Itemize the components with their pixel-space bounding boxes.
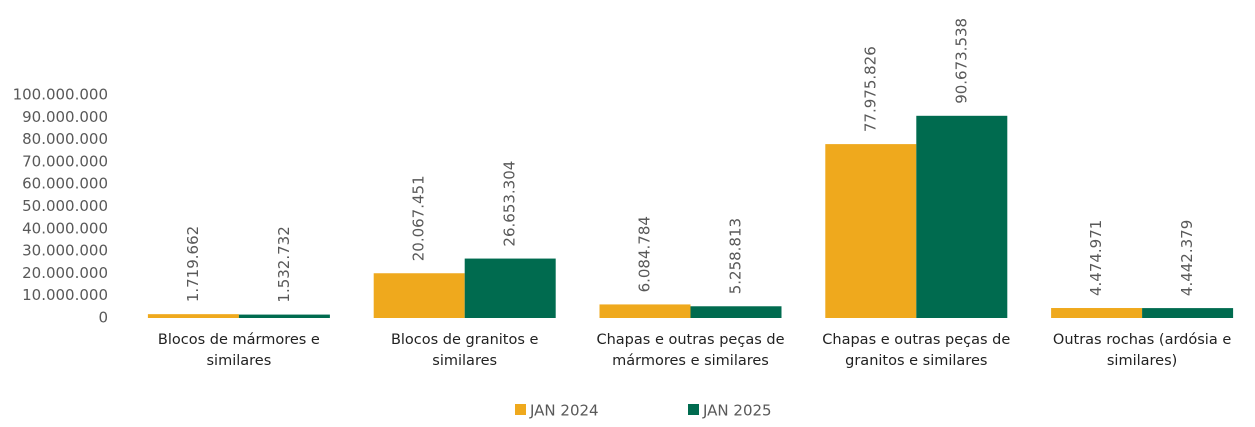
bar — [1142, 308, 1234, 318]
y-tick-label: 20.000.000 — [22, 264, 108, 282]
bar — [599, 304, 691, 318]
value-label: 4.474.971 — [1087, 220, 1105, 296]
x-tick-label: Chapas e outras peças de granitos e simi… — [822, 332, 1011, 369]
x-label-box: Outras rochas (ardósia e similares) — [1052, 332, 1232, 369]
value-label: 20.067.451 — [410, 175, 428, 261]
y-tick-label: 100.000.000 — [13, 86, 108, 104]
value-label: 77.975.826 — [861, 46, 879, 132]
value-label: 4.442.379 — [1178, 220, 1196, 296]
y-tick-label: 0 — [98, 309, 108, 327]
legend-label: JAN 2025 — [702, 402, 772, 420]
value-label: 90.673.538 — [952, 18, 970, 104]
x-label-box: Blocos de mármores e similares — [157, 332, 320, 369]
bar — [147, 314, 239, 318]
y-tick-label: 10.000.000 — [22, 286, 108, 304]
legend-swatch — [515, 404, 526, 415]
x-tick-label: Blocos de mármores e similares — [157, 332, 320, 369]
y-tick-label: 70.000.000 — [22, 152, 108, 170]
bar — [464, 258, 556, 318]
y-tick-label: 50.000.000 — [22, 197, 108, 215]
x-tick-label: Outras rochas (ardósia e similares) — [1052, 332, 1232, 369]
bar — [825, 144, 917, 318]
x-label-box: Blocos de granitos e similares — [390, 332, 539, 369]
legend-label: JAN 2024 — [529, 402, 599, 420]
bar — [238, 314, 330, 318]
y-tick-label: 40.000.000 — [22, 219, 108, 237]
bar — [690, 306, 782, 318]
value-label: 1.719.662 — [184, 226, 202, 302]
value-label: 1.532.732 — [275, 226, 293, 302]
y-tick-label: 60.000.000 — [22, 175, 108, 193]
y-tick-label: 80.000.000 — [22, 130, 108, 148]
bar — [916, 115, 1008, 319]
value-label: 5.258.813 — [727, 218, 745, 294]
x-tick-label: Chapas e outras peças de mármores e simi… — [596, 332, 785, 369]
y-tick-label: 30.000.000 — [22, 242, 108, 260]
value-label: 26.653.304 — [501, 161, 519, 247]
bar — [373, 273, 465, 318]
legend-swatch — [688, 404, 699, 415]
x-label-box: Chapas e outras peças de granitos e simi… — [822, 332, 1011, 369]
bar — [1051, 308, 1143, 318]
y-tick-label: 90.000.000 — [22, 108, 108, 126]
x-tick-label: Blocos de granitos e similares — [390, 332, 539, 369]
x-label-box: Chapas e outras peças de mármores e simi… — [596, 332, 785, 369]
value-label: 6.084.784 — [636, 216, 654, 292]
